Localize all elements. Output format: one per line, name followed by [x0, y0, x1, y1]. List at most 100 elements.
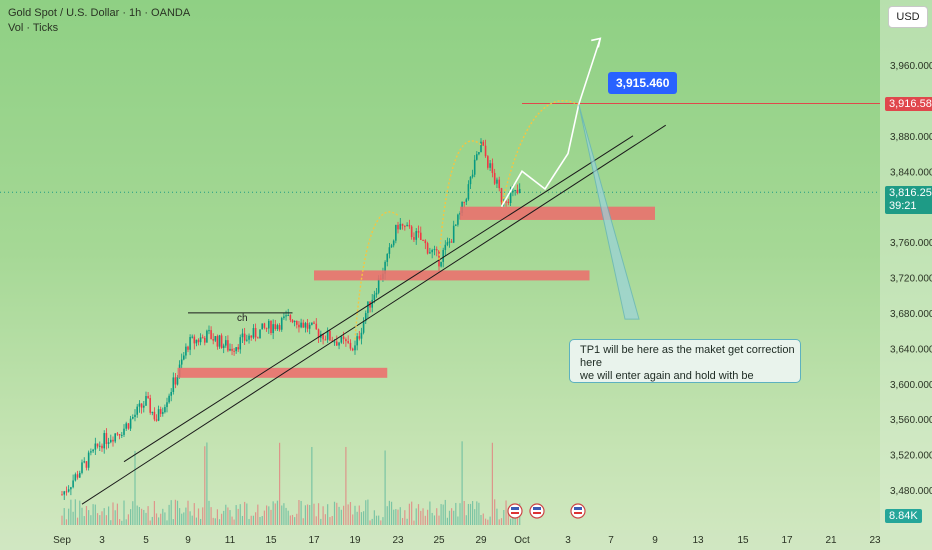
volume-bar — [227, 507, 229, 525]
candle-body — [289, 315, 292, 320]
volume-bar — [386, 506, 388, 525]
volume-indicator-label[interactable]: Vol · Ticks — [8, 22, 59, 34]
volume-bar — [216, 509, 218, 525]
candle-body — [61, 494, 63, 496]
candle-body — [212, 339, 214, 341]
candle-body — [512, 190, 514, 193]
candle-body — [176, 376, 179, 385]
volume-bar — [300, 500, 302, 525]
candle-body — [410, 226, 413, 238]
candle-body — [153, 411, 156, 420]
volume-bar — [221, 513, 223, 525]
volume-bar — [420, 510, 422, 525]
target-callout[interactable]: 3,915.460 — [608, 72, 678, 94]
candle-body — [180, 359, 183, 365]
volume-bar — [208, 500, 210, 525]
volume-bar — [266, 505, 268, 525]
volume-bar — [155, 513, 158, 525]
candle-body — [72, 480, 74, 488]
candle-body — [149, 398, 151, 413]
candle-body — [241, 333, 244, 338]
candle-body — [505, 201, 507, 203]
volume-bar — [424, 515, 426, 525]
candle-body — [218, 335, 221, 347]
volume-bar — [88, 510, 90, 525]
volume-bar — [322, 506, 324, 525]
x-tick-label: 23 — [869, 535, 881, 546]
candle-body — [87, 452, 90, 468]
volume-bar — [255, 512, 257, 525]
volume-bar — [451, 508, 453, 525]
candle-body — [201, 337, 204, 339]
projection-arrowhead — [591, 37, 602, 48]
choch-label: ch — [237, 313, 248, 324]
volume-bar — [225, 504, 227, 525]
y-tick-label: 3,640.000 — [890, 344, 932, 355]
x-tick-label: Oct — [514, 535, 530, 546]
volume-bar — [401, 517, 404, 525]
volume-bar — [433, 515, 436, 525]
volume-bar — [158, 517, 160, 525]
volume-bar — [68, 508, 70, 525]
candle-body — [371, 299, 373, 308]
candle-body — [159, 409, 162, 414]
candle-body — [293, 320, 296, 323]
candle-body — [326, 330, 329, 340]
volume-bar — [304, 505, 306, 525]
candle-body — [349, 342, 352, 349]
volume-bar — [197, 508, 200, 525]
volume-bar — [476, 501, 478, 525]
candle-body — [263, 323, 266, 328]
candle-body — [118, 434, 121, 436]
y-tick-label: 3,720.000 — [890, 274, 932, 285]
volume-bar — [74, 499, 76, 525]
candle-body — [487, 156, 489, 168]
candle-body — [342, 336, 345, 340]
volume-bar — [457, 516, 459, 525]
candle-body — [338, 342, 340, 346]
current-price: 3,816.250 — [889, 187, 932, 199]
volume-bar — [162, 508, 164, 525]
x-tick-label: 9 — [185, 535, 191, 546]
volume-bar — [90, 515, 92, 525]
x-tick-label: 15 — [737, 535, 749, 546]
volume-bar — [415, 508, 417, 525]
candle-body — [358, 336, 361, 339]
currency-button[interactable]: USD — [888, 6, 928, 28]
candle-body — [296, 320, 298, 325]
volume-bar — [270, 509, 272, 525]
candle-body — [473, 159, 476, 175]
volume-bar — [444, 499, 446, 525]
x-tick-label: 13 — [692, 535, 704, 546]
candle-body — [78, 472, 81, 478]
candle-body — [243, 333, 246, 341]
candle-body — [145, 396, 147, 406]
volume-bar — [413, 520, 415, 525]
candle-body — [132, 416, 134, 419]
candle-body — [406, 224, 408, 227]
candle-body — [193, 336, 196, 344]
y-tick-label: 3,520.000 — [890, 451, 932, 462]
us-flag-icon — [507, 503, 523, 519]
trade-note[interactable]: TP1 will be here as the maket get correc… — [569, 339, 801, 383]
candle-body — [151, 411, 154, 413]
volume-bar — [206, 442, 208, 525]
candle-body — [448, 241, 451, 243]
volume-bar — [360, 512, 363, 525]
candle-body — [125, 423, 127, 429]
candle-body — [239, 337, 242, 350]
volume-bar — [327, 504, 329, 525]
candle-body — [311, 322, 313, 325]
volume-bar — [371, 518, 373, 525]
volume-bar — [200, 518, 202, 525]
candle-body — [90, 451, 92, 453]
volume-bar — [302, 518, 304, 525]
volume-bar — [125, 519, 127, 525]
volume-bar — [365, 500, 367, 525]
candle-body — [340, 336, 343, 343]
volume-bar — [313, 503, 315, 525]
candle-body — [431, 250, 433, 253]
candle-body — [291, 319, 294, 323]
volume-bar — [438, 515, 440, 525]
